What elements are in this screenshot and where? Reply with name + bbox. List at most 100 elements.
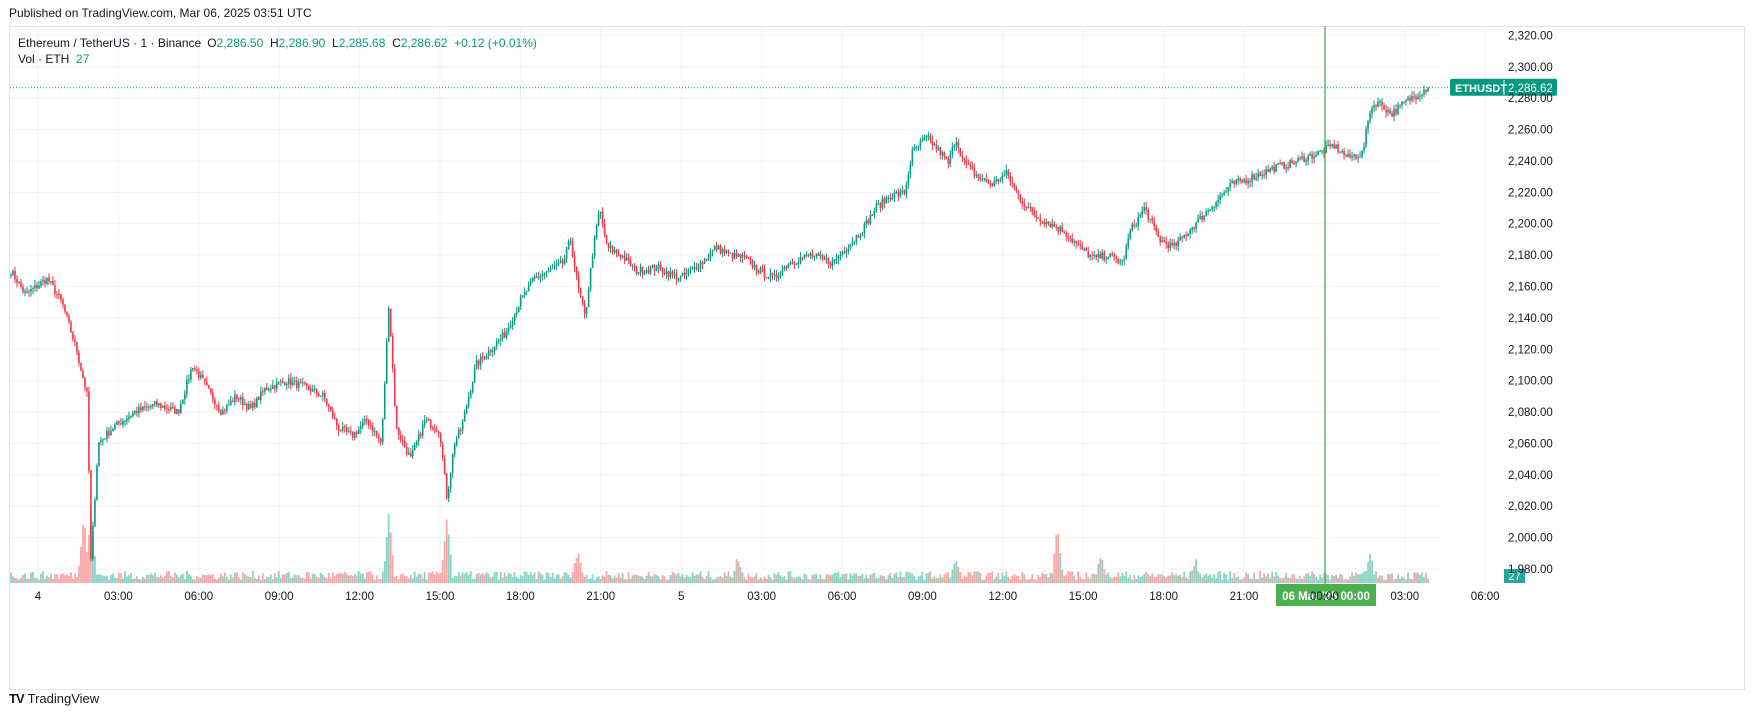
candle-body <box>34 285 36 288</box>
candle-body <box>585 307 588 314</box>
candle-body <box>651 265 654 268</box>
volume-bar <box>667 579 670 583</box>
volume-bar <box>289 578 292 583</box>
time-tick-label: 06:00 <box>184 591 213 603</box>
volume-bar <box>1023 574 1026 583</box>
volume-bar <box>1261 577 1264 583</box>
candle-body <box>1295 161 1297 165</box>
candle-body <box>959 148 962 157</box>
volume-bar <box>721 577 724 583</box>
candle-body <box>571 241 574 257</box>
candle-body <box>303 382 306 384</box>
volume-bar <box>1201 577 1204 583</box>
volume-bar <box>130 573 132 583</box>
candle-body <box>1293 163 1295 165</box>
candle-body <box>345 427 348 432</box>
tradingview-brand[interactable]: TV TradingView <box>9 691 99 706</box>
candle-body <box>86 387 88 392</box>
candle-body <box>1017 190 1020 195</box>
volume-bar <box>447 534 450 583</box>
candle-body <box>40 281 42 286</box>
candle-body <box>148 406 150 408</box>
volume-bar <box>1265 576 1268 583</box>
candle-body <box>1111 253 1114 255</box>
candle-body <box>1279 163 1281 165</box>
candle-body <box>1407 97 1409 101</box>
volume-bar <box>801 579 804 583</box>
candle-body <box>114 424 116 429</box>
candle-body <box>42 280 44 282</box>
volume-bar <box>1221 579 1224 583</box>
candle-body <box>293 380 296 382</box>
volume-bar <box>367 571 370 583</box>
volume-bar <box>405 576 408 583</box>
legend-volume-label[interactable]: Vol · ETH <box>18 52 70 66</box>
candle-body <box>1285 167 1287 169</box>
candle-body <box>475 360 478 369</box>
volume-bar <box>769 577 772 583</box>
candle-body <box>299 381 302 383</box>
volume-bar <box>877 578 880 583</box>
volume-bar <box>793 578 796 583</box>
volume-bar <box>301 577 304 583</box>
candle-body <box>158 403 160 406</box>
candle-body <box>865 220 868 224</box>
candle-body <box>423 420 426 425</box>
volume-bar <box>497 579 500 583</box>
volume-bar <box>963 575 966 583</box>
volume-bar <box>837 571 840 583</box>
volume-bar <box>773 573 776 583</box>
candle-body <box>1187 233 1189 237</box>
volume-bar <box>829 575 832 583</box>
volume-bar <box>991 571 994 583</box>
candle-body <box>953 145 956 148</box>
candle-body <box>709 252 712 258</box>
volume-bar <box>473 578 476 583</box>
volume-bar <box>651 576 654 583</box>
candle-body <box>1305 160 1307 162</box>
candle-body <box>913 147 916 150</box>
candle-body <box>525 291 528 293</box>
volume-bar <box>1263 573 1266 583</box>
legend-symbol[interactable]: Ethereum / TetherUS · 1 · Binance <box>18 36 202 50</box>
candle-body <box>1291 160 1293 164</box>
volume-bar <box>1209 574 1212 583</box>
volume-bar <box>1247 573 1250 583</box>
candle-body <box>46 277 48 284</box>
candle-body <box>327 404 330 407</box>
volume-bar <box>1405 579 1407 583</box>
candle-body <box>254 402 256 408</box>
candle-body <box>839 254 842 256</box>
volume-bar <box>967 571 970 583</box>
candle-body <box>785 266 788 269</box>
candle-body <box>857 235 860 238</box>
candle-body <box>687 270 690 273</box>
candle-body <box>250 403 252 408</box>
volume-bar <box>491 576 494 583</box>
volume-bar <box>1067 571 1070 583</box>
volume-bar <box>1037 574 1040 583</box>
candle-body <box>433 428 436 431</box>
volume-bar <box>867 578 870 583</box>
candle-body <box>747 257 750 259</box>
volume-bar <box>94 556 96 583</box>
candle-body <box>170 407 172 410</box>
volume-bar <box>1399 578 1401 583</box>
candle-body <box>1395 109 1397 114</box>
candle-body <box>569 241 572 243</box>
candle-body <box>457 430 460 439</box>
volume-bar <box>1357 574 1359 583</box>
candle-body <box>270 388 272 390</box>
chart-grid <box>10 26 1486 584</box>
candle-body <box>363 418 366 423</box>
candle-body <box>311 388 314 392</box>
volume-bar <box>177 577 180 583</box>
candle-body <box>1045 221 1048 225</box>
candle-body <box>927 135 930 137</box>
volume-bar <box>1275 571 1278 583</box>
volume-bar <box>1217 571 1220 583</box>
candle-body <box>94 499 96 526</box>
candle-body <box>553 265 556 268</box>
